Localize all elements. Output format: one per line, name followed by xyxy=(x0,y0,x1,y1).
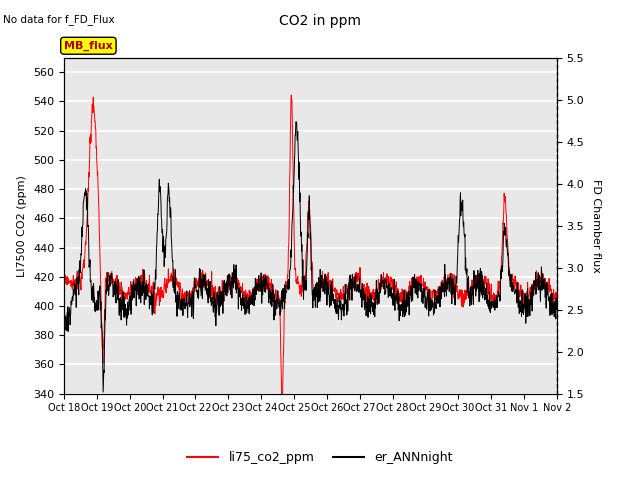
Text: CO2 in ppm: CO2 in ppm xyxy=(279,14,361,28)
Text: MB_flux: MB_flux xyxy=(64,41,113,51)
Text: No data for f_FD_Flux: No data for f_FD_Flux xyxy=(3,14,115,25)
Legend: li75_co2_ppm, er_ANNnight: li75_co2_ppm, er_ANNnight xyxy=(182,446,458,469)
Y-axis label: FD Chamber flux: FD Chamber flux xyxy=(591,179,601,273)
Y-axis label: LI7500 CO2 (ppm): LI7500 CO2 (ppm) xyxy=(17,175,28,276)
